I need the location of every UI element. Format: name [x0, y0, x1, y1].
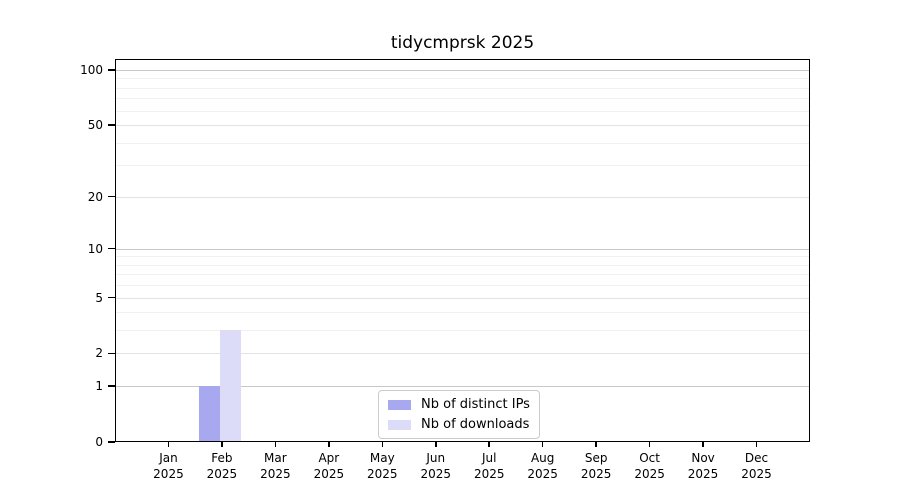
x-axis-tick-oct-2025: [648, 442, 651, 447]
x-axis-tick-apr-2025: [328, 442, 330, 447]
y-axis-tick-5: [108, 296, 115, 299]
y-axis-tick-1: [108, 385, 115, 387]
x-axis-label-dec-2025: Dec 2025: [741, 451, 772, 481]
y-gridline-minor-30: [116, 165, 809, 167]
legend-swatch-nb-of-downloads: [388, 419, 411, 430]
x-axis-tick-nov-2025: [702, 442, 704, 447]
y-gridline-1: [116, 386, 809, 388]
x-axis-tick-dec-2025: [755, 442, 758, 447]
x-axis-label-jan-2025: Jan 2025: [153, 451, 184, 481]
y-gridline-minor-80: [116, 87, 809, 89]
x-axis-label-feb-2025: Feb 2025: [206, 451, 238, 481]
x-axis-label-may-2025: May 2025: [367, 451, 398, 481]
y-axis-label-5: 5: [95, 290, 103, 305]
y-gridline-minor-40: [116, 142, 809, 144]
x-axis-label-sep-2025: Sep 2025: [580, 451, 612, 481]
x-axis-tick-sep-2025: [595, 442, 597, 447]
x-axis-tick-may-2025: [381, 442, 384, 447]
y-axis-label-1: 1: [95, 379, 103, 394]
y-axis-label-50: 50: [87, 118, 103, 133]
x-axis-label-apr-2025: Apr 2025: [313, 451, 345, 481]
y-gridline-minor-60: [116, 110, 809, 112]
y-gridline-minor-70: [116, 98, 809, 100]
x-axis-label-mar-2025: Mar 2025: [260, 451, 291, 481]
y-axis-label-20: 20: [87, 189, 103, 204]
y-axis-label-2: 2: [95, 346, 103, 361]
x-axis-tick-feb-2025: [221, 442, 223, 447]
x-axis-label-aug-2025: Aug 2025: [527, 451, 558, 481]
x-axis-label-nov-2025: Nov 2025: [687, 451, 719, 481]
y-axis-label-10: 10: [87, 241, 103, 256]
legend-swatch-nb-of-distinct-ips: [388, 399, 411, 410]
x-axis-tick-jul-2025: [488, 442, 490, 447]
y-gridline-10: [116, 248, 809, 250]
y-gridline-minor-4: [116, 312, 809, 314]
x-axis-tick-jan-2025: [167, 442, 170, 447]
y-gridline-100: [116, 70, 809, 71]
y-axis-tick-20: [108, 195, 115, 198]
y-gridline-2: [116, 353, 809, 355]
y-gridline-20: [116, 196, 809, 198]
y-axis-label-100: 100: [80, 63, 103, 77]
legend-label-nb-of-distinct-ips: Nb of distinct IPs: [421, 397, 530, 412]
y-gridline-minor-3: [116, 330, 809, 332]
y-gridline-minor-6: [116, 285, 809, 287]
x-axis-tick-aug-2025: [541, 442, 544, 447]
y-axis-tick-100: [108, 69, 115, 71]
y-axis-tick-10: [108, 247, 115, 250]
x-axis-tick-mar-2025: [274, 442, 277, 447]
y-gridline-minor-90: [116, 78, 809, 80]
y-axis-label-0: 0: [95, 435, 103, 449]
y-gridline-minor-8: [116, 264, 809, 266]
bar-nb-of-downloads-feb-2025: [219, 330, 242, 442]
legend: Nb of distinct IPs Nb of downloads: [378, 390, 540, 439]
y-gridline-50: [116, 125, 809, 127]
legend-item-nb-of-distinct-ips: Nb of distinct IPs: [388, 396, 530, 413]
y-axis-tick-2: [108, 352, 115, 355]
y-gridline-5: [116, 297, 809, 299]
legend-label-nb-of-downloads: Nb of downloads: [421, 417, 530, 432]
x-axis-label-jul-2025: Jul 2025: [473, 451, 505, 481]
y-axis-tick-50: [108, 124, 115, 126]
y-gridline-minor-9: [116, 256, 809, 258]
y-axis-tick-0: [108, 441, 115, 443]
y-gridline-minor-7: [116, 274, 809, 276]
legend-item-nb-of-downloads: Nb of downloads: [388, 416, 530, 433]
bar-nb-of-distinct-ips-feb-2025: [198, 386, 220, 442]
x-axis-label-jun-2025: Jun 2025: [420, 451, 452, 481]
x-axis-label-oct-2025: Oct 2025: [634, 451, 665, 481]
chart-title: tidycmprsk 2025: [390, 33, 535, 53]
x-axis-tick-jun-2025: [435, 442, 437, 447]
